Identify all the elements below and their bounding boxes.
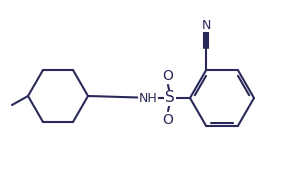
Text: S: S bbox=[165, 90, 175, 105]
Text: NH: NH bbox=[139, 92, 157, 105]
Text: O: O bbox=[162, 69, 174, 83]
Text: O: O bbox=[162, 113, 174, 127]
Text: N: N bbox=[201, 19, 211, 32]
